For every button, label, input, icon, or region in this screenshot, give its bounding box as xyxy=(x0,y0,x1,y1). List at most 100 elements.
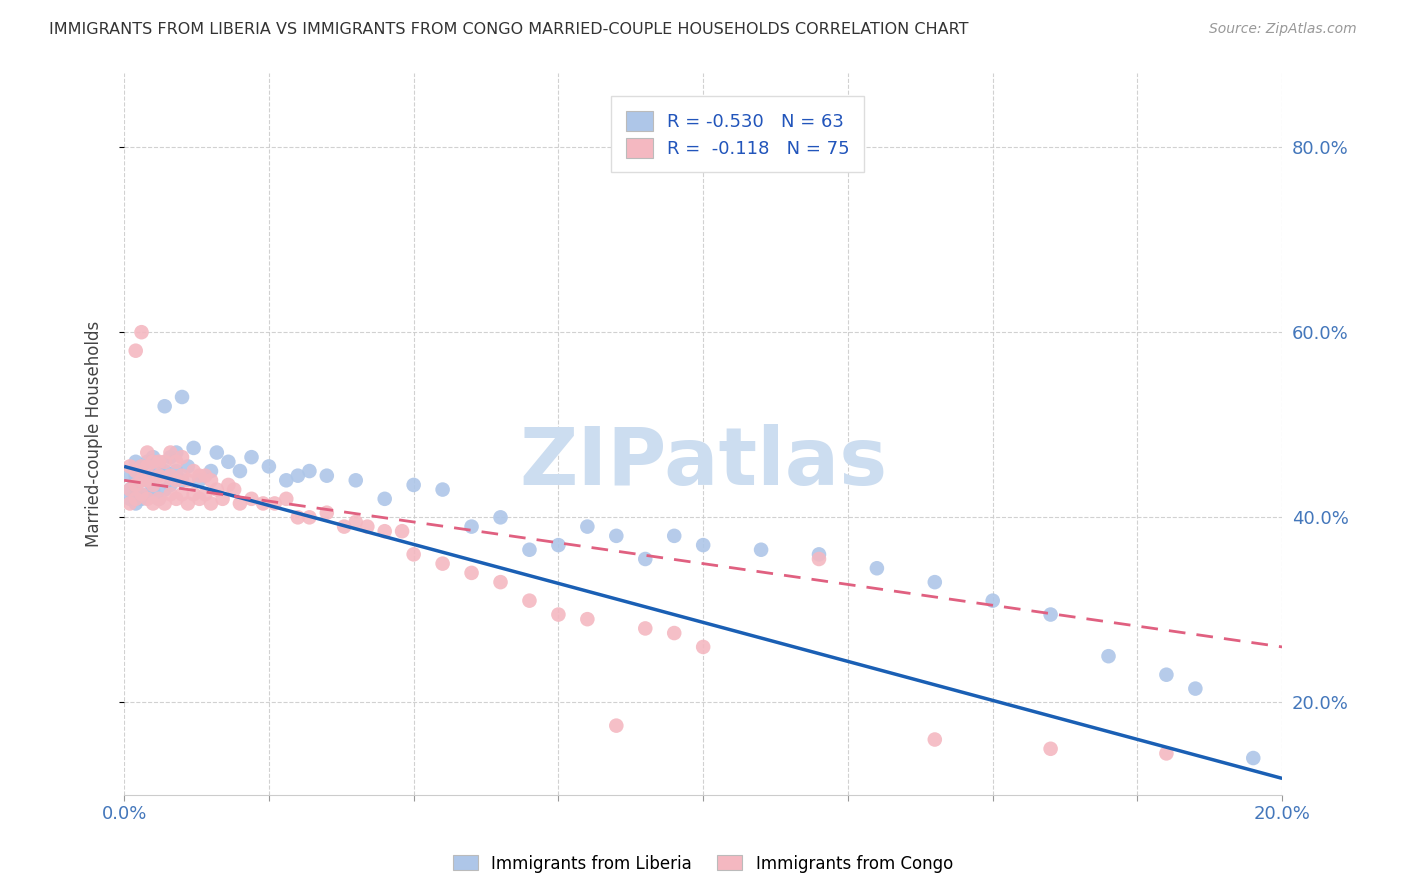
Point xyxy=(142,468,165,483)
Point xyxy=(576,612,599,626)
Point xyxy=(356,519,378,533)
Point xyxy=(177,459,200,474)
Point xyxy=(170,450,193,465)
Point xyxy=(692,538,714,552)
Point xyxy=(188,473,211,487)
Point xyxy=(344,515,367,529)
Point xyxy=(315,468,337,483)
Point xyxy=(142,478,165,492)
Point xyxy=(165,464,187,478)
Point xyxy=(489,575,512,590)
Point xyxy=(287,468,309,483)
Point xyxy=(125,496,148,510)
Point xyxy=(165,445,187,459)
Point xyxy=(981,593,1004,607)
Point xyxy=(252,496,274,510)
Point xyxy=(125,455,148,469)
Point xyxy=(153,399,176,413)
Point xyxy=(159,445,181,459)
Point xyxy=(1241,751,1264,765)
Point xyxy=(153,464,176,478)
Point xyxy=(136,473,159,487)
Point xyxy=(183,487,205,501)
Point xyxy=(391,524,413,539)
Point xyxy=(866,561,889,575)
Point xyxy=(692,640,714,654)
Point xyxy=(211,491,233,506)
Point xyxy=(276,491,298,506)
Point xyxy=(298,464,321,478)
Point xyxy=(131,459,153,474)
Legend: R = -0.530   N = 63, R =  -0.118   N = 75: R = -0.530 N = 63, R = -0.118 N = 75 xyxy=(612,96,865,172)
Point xyxy=(142,450,165,465)
Point xyxy=(315,506,337,520)
Point xyxy=(131,491,153,506)
Point xyxy=(118,459,141,474)
Point xyxy=(460,566,482,580)
Point xyxy=(148,491,170,506)
Point xyxy=(118,483,141,497)
Point xyxy=(159,478,181,492)
Point xyxy=(605,529,627,543)
Point xyxy=(749,542,772,557)
Point xyxy=(664,626,686,640)
Point xyxy=(200,473,222,487)
Point xyxy=(807,552,830,566)
Point xyxy=(489,510,512,524)
Point xyxy=(153,483,176,497)
Point xyxy=(432,483,454,497)
Point xyxy=(170,473,193,487)
Point xyxy=(125,468,148,483)
Point xyxy=(460,519,482,533)
Point xyxy=(142,496,165,510)
Point xyxy=(153,496,176,510)
Point xyxy=(1184,681,1206,696)
Point xyxy=(125,343,148,358)
Point xyxy=(519,593,541,607)
Point xyxy=(634,622,657,636)
Point xyxy=(229,496,252,510)
Point xyxy=(217,455,239,469)
Point xyxy=(547,538,569,552)
Point xyxy=(159,468,181,483)
Point xyxy=(148,468,170,483)
Point xyxy=(165,491,187,506)
Point xyxy=(118,496,141,510)
Point xyxy=(188,468,211,483)
Point xyxy=(664,529,686,543)
Point xyxy=(344,473,367,487)
Text: IMMIGRANTS FROM LIBERIA VS IMMIGRANTS FROM CONGO MARRIED-COUPLE HOUSEHOLDS CORRE: IMMIGRANTS FROM LIBERIA VS IMMIGRANTS FR… xyxy=(49,22,969,37)
Text: ZIPatlas: ZIPatlas xyxy=(519,424,887,502)
Legend: Immigrants from Liberia, Immigrants from Congo: Immigrants from Liberia, Immigrants from… xyxy=(447,848,959,880)
Point xyxy=(924,732,946,747)
Point xyxy=(136,491,159,506)
Point xyxy=(374,524,396,539)
Point xyxy=(159,487,181,501)
Point xyxy=(547,607,569,622)
Point xyxy=(118,483,141,497)
Point xyxy=(1039,741,1062,756)
Point xyxy=(205,445,228,459)
Point xyxy=(263,496,285,510)
Point xyxy=(170,487,193,501)
Point xyxy=(1097,649,1119,664)
Point xyxy=(924,575,946,590)
Point xyxy=(240,491,263,506)
Point xyxy=(240,450,263,465)
Point xyxy=(333,519,356,533)
Point xyxy=(153,473,176,487)
Point xyxy=(183,464,205,478)
Point xyxy=(159,450,181,465)
Y-axis label: Married-couple Households: Married-couple Households xyxy=(86,321,103,547)
Point xyxy=(136,459,159,474)
Point xyxy=(634,552,657,566)
Point xyxy=(257,459,280,474)
Point xyxy=(131,459,153,474)
Point xyxy=(1156,667,1178,681)
Point xyxy=(125,478,148,492)
Point xyxy=(148,455,170,469)
Point xyxy=(118,468,141,483)
Point xyxy=(165,473,187,487)
Point xyxy=(205,483,228,497)
Point xyxy=(402,547,425,561)
